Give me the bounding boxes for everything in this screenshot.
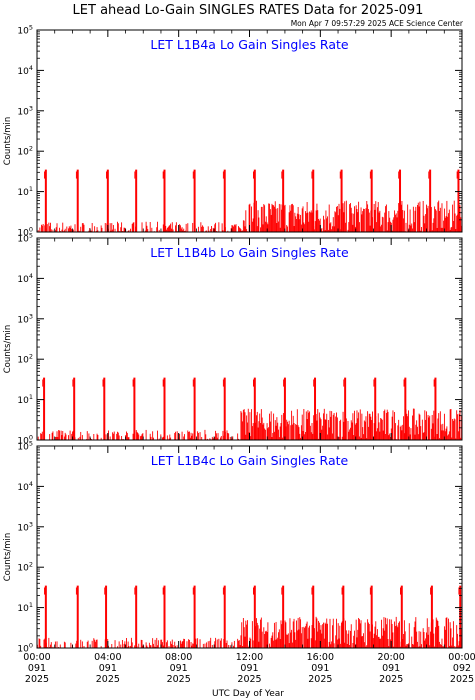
x-tick-year: 2025 bbox=[167, 674, 191, 685]
y-tick-label: 103 bbox=[17, 104, 33, 117]
x-tick-time: 20:00 bbox=[377, 652, 404, 663]
y-tick-label: 101 bbox=[17, 393, 33, 406]
x-tick-doy: 091 bbox=[99, 663, 117, 674]
x-tick-time: 00:00 bbox=[448, 652, 475, 663]
x-tick-time: 04:00 bbox=[94, 652, 121, 663]
series-2 bbox=[37, 377, 463, 440]
panel-3: 100 101 102 103 104 105 LET L1B4c Lo Gain Sing… bbox=[3, 440, 463, 655]
y-tick-label: 103 bbox=[17, 520, 33, 533]
x-tick-doy: 091 bbox=[28, 663, 46, 674]
x-tick-doy: 091 bbox=[170, 663, 188, 674]
panel-title: LET L1B4b Lo Gain Singles Rate bbox=[150, 245, 349, 260]
y-axis-label: Counts/min bbox=[3, 325, 13, 374]
x-tick-time: 00:00 bbox=[23, 652, 50, 663]
panel-title: LET L1B4a Lo Gain Singles Rate bbox=[150, 37, 349, 52]
y-tick-label: 104 bbox=[17, 272, 33, 285]
y-axis-label: Counts/min bbox=[3, 533, 13, 582]
y-tick-label: 100 bbox=[17, 434, 33, 447]
y-tick-label: 101 bbox=[17, 601, 33, 614]
x-tick-time: 12:00 bbox=[236, 652, 263, 663]
y-tick-label: 104 bbox=[17, 64, 33, 77]
plot-frame bbox=[36, 29, 463, 233]
x-tick-year: 2025 bbox=[450, 674, 474, 685]
timestamp: Mon Apr 7 09:57:29 2025 ACE Science Cent… bbox=[291, 19, 464, 28]
x-tick-year: 2025 bbox=[25, 674, 49, 685]
y-axis-label: Counts/min bbox=[3, 117, 13, 166]
x-tick-year: 2025 bbox=[379, 674, 403, 685]
y-tick-label: 102 bbox=[17, 353, 33, 366]
figure-title: LET ahead Lo-Gain SINGLES RATES Data for… bbox=[73, 3, 424, 18]
x-tick-year: 2025 bbox=[96, 674, 120, 685]
plot-frame bbox=[36, 445, 463, 649]
y-tick-label: 101 bbox=[17, 185, 33, 198]
plot-frame bbox=[36, 237, 463, 441]
y-tick-label: 102 bbox=[17, 561, 33, 574]
y-tick-label: 105 bbox=[17, 232, 33, 245]
series-1 bbox=[37, 169, 463, 232]
y-tick-label: 100 bbox=[17, 642, 33, 655]
y-tick-label: 102 bbox=[17, 145, 33, 158]
y-tick-label: 103 bbox=[17, 312, 33, 325]
y-tick-label: 100 bbox=[17, 226, 33, 239]
x-tick-time: 16:00 bbox=[307, 652, 334, 663]
series-3 bbox=[36, 585, 463, 648]
x-tick-doy: 091 bbox=[311, 663, 329, 674]
y-tick-label: 104 bbox=[17, 480, 33, 493]
panel-1: 100 101 102 103 104 105 LET L1B4a Lo Gain Sing… bbox=[3, 24, 463, 239]
x-tick-year: 2025 bbox=[237, 674, 261, 685]
panel-2: 100 101 102 103 104 105 LET L1B4b Lo Gain Sing… bbox=[3, 232, 463, 447]
x-axis-label: UTC Day of Year bbox=[212, 689, 284, 699]
x-tick-time: 08:00 bbox=[165, 652, 192, 663]
panel-title: LET L1B4c Lo Gain Singles Rate bbox=[151, 453, 349, 468]
x-tick-year: 2025 bbox=[308, 674, 332, 685]
y-tick-label: 105 bbox=[17, 440, 33, 453]
x-tick-doy: 092 bbox=[453, 663, 471, 674]
x-tick-doy: 091 bbox=[382, 663, 400, 674]
y-tick-label: 105 bbox=[17, 24, 33, 37]
x-tick-doy: 091 bbox=[240, 663, 258, 674]
